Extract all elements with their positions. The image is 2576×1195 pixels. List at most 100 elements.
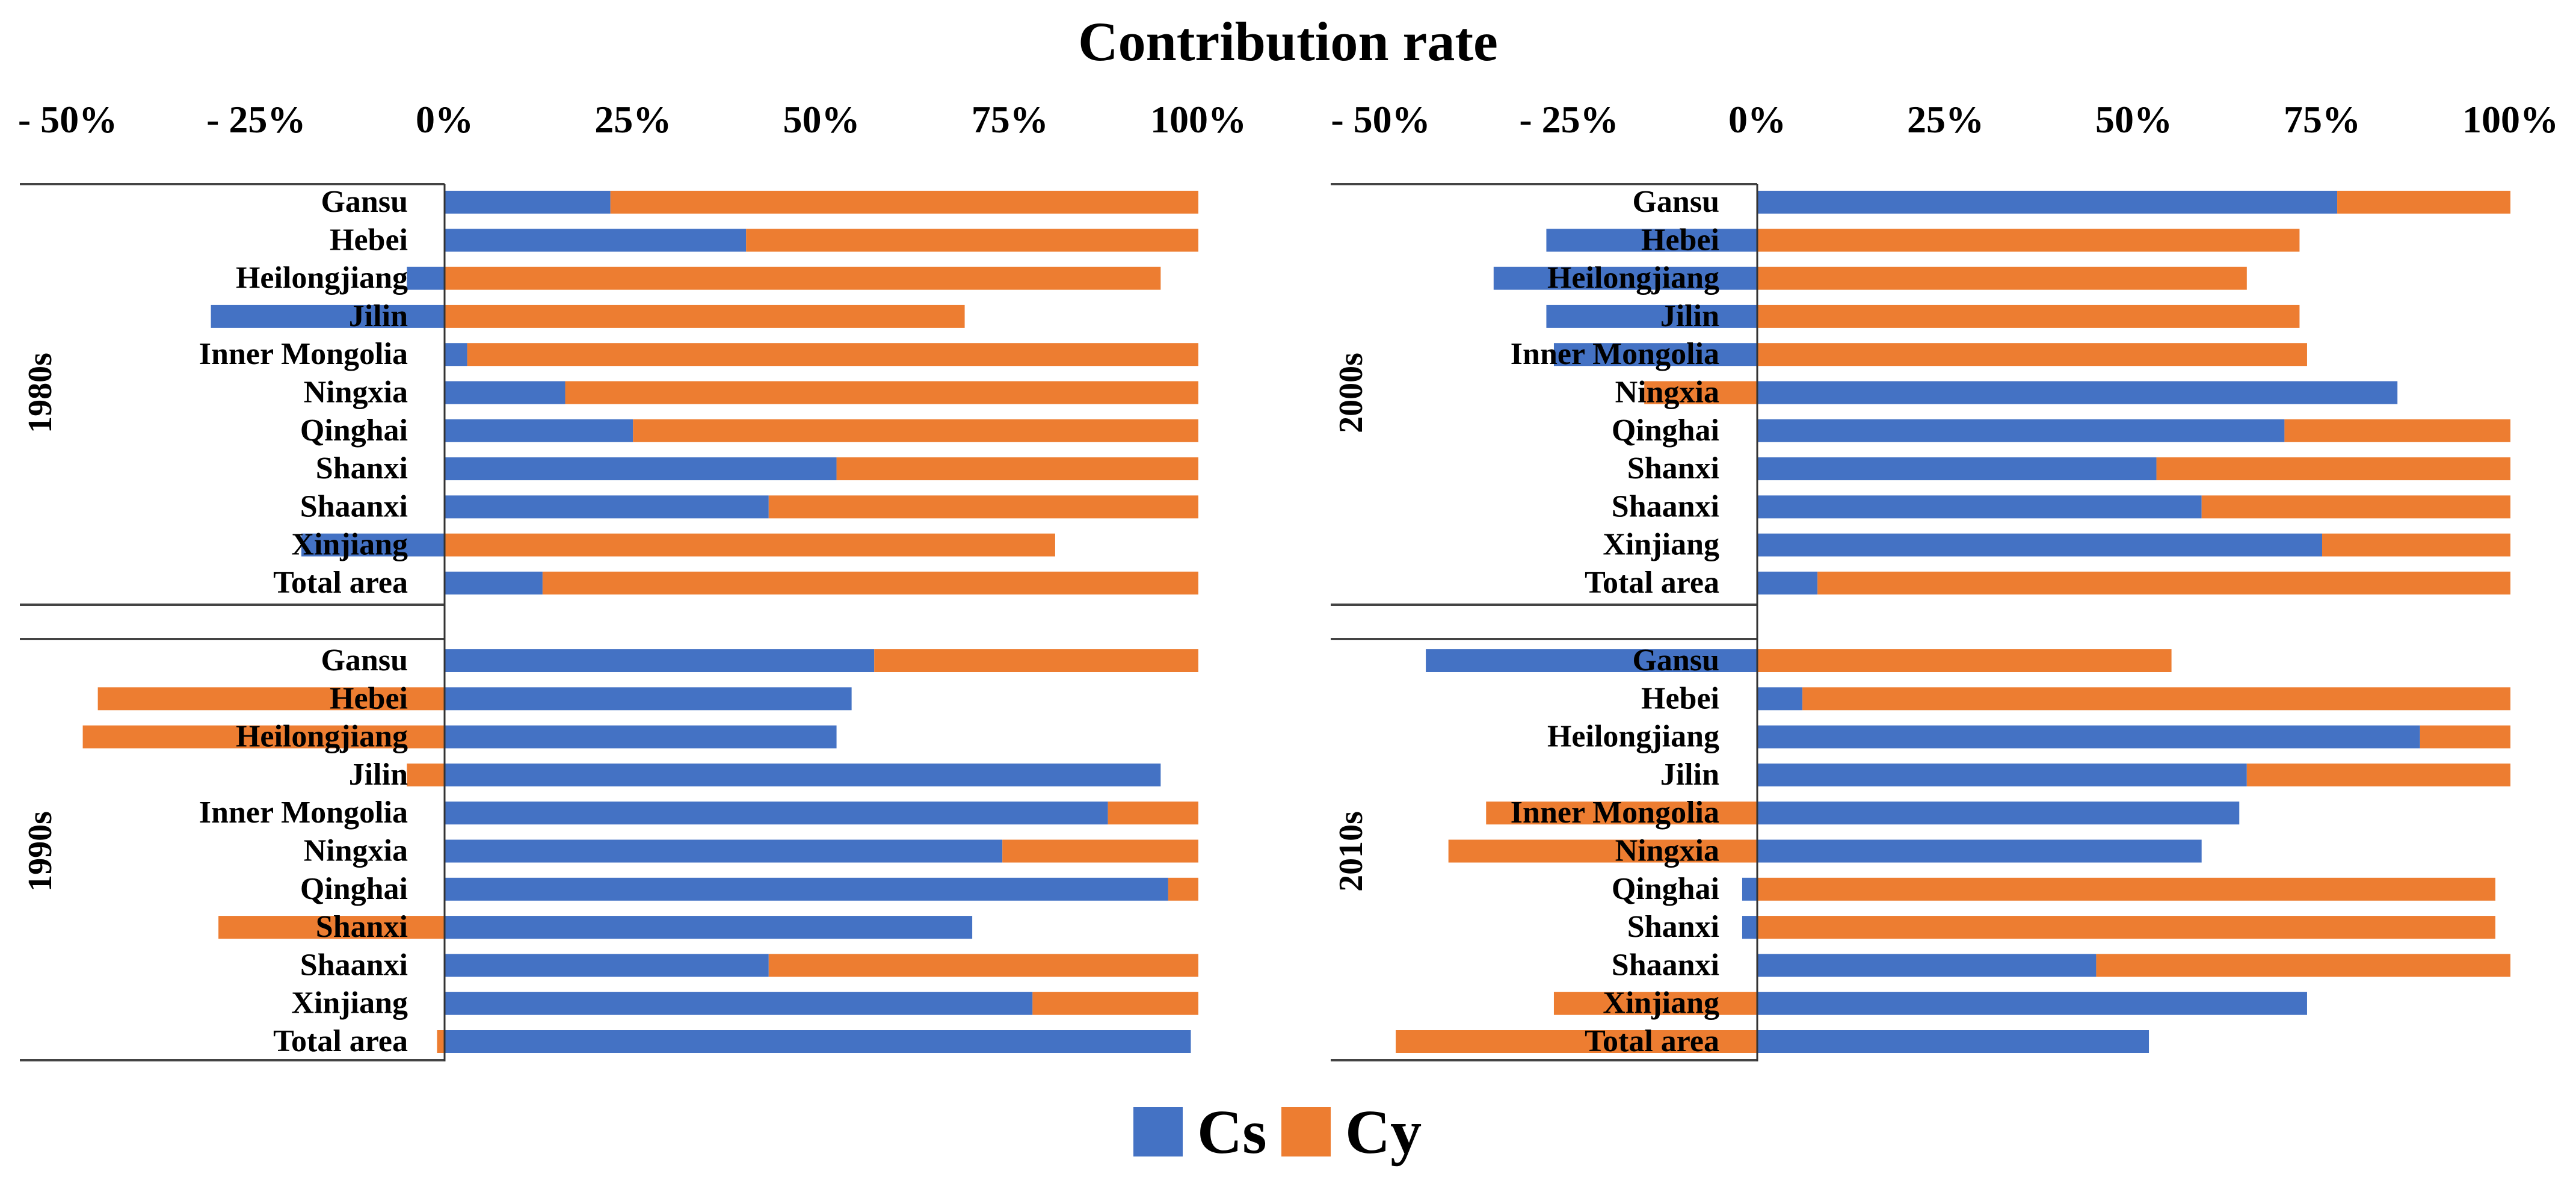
group-1980s: Gansu Hebei Heilongjiang Jilin Inner Mongoli… [22, 185, 1198, 600]
bar-cy-2000s-shanxi [2156, 457, 2510, 481]
bar-cy-1980s-jilin [445, 304, 965, 328]
x-tick-label: - 25% [206, 98, 306, 141]
bar-cs-1980s-gansu [445, 191, 611, 214]
bar-cy-1980s-shanxi [836, 457, 1198, 481]
category-label: Inner Mongolia [1511, 337, 1719, 371]
category-label: Xinjiang [1603, 986, 1719, 1021]
x-tick-label: 50% [783, 98, 860, 141]
category-label: Ningxia [1615, 834, 1719, 868]
bar-cs-2010s-shanxi [1742, 916, 1757, 939]
category-label: Heilongjiang [1547, 720, 1719, 754]
bar-cy-2000s-shaanxi [2201, 495, 2510, 519]
category-label: Qinghai [1612, 413, 1719, 448]
bar-cs-1980s-shanxi [445, 457, 837, 481]
bar-cy-2010s-ningxia [1448, 839, 1757, 863]
period-label: 1980s [22, 353, 59, 433]
category-label: Ningxia [304, 834, 408, 868]
category-label: Shaanxi [300, 489, 408, 523]
category-label: Shaanxi [1612, 489, 1719, 523]
bar-cy-2000s-gansu [2337, 191, 2510, 214]
bar-cs-2000s-xinjiang [1757, 533, 2322, 557]
bar-cy-1990s-total-area [437, 1030, 445, 1053]
bar-cy-2010s-heilongjiang [2420, 725, 2510, 749]
legend-label-cy: Cy [1345, 1098, 1422, 1167]
bar-cy-1980s-gansu [610, 191, 1198, 214]
bar-cs-1980s-inner-mongolia [445, 343, 467, 366]
category-label: Xinjiang [291, 528, 408, 562]
x-tick-label: 75% [2284, 98, 2361, 141]
bar-cs-1980s-total-area [445, 572, 543, 594]
category-label: Total area [273, 1024, 408, 1058]
bar-cy-1990s-shaanxi [768, 954, 1198, 977]
bar-cs-2000s-jilin [1546, 304, 1757, 328]
bar-cs-2010s-heilongjiang [1757, 725, 2420, 749]
bar-cs-1990s-heilongjiang [445, 725, 837, 749]
bar-cs-1990s-shanxi [445, 916, 973, 939]
bar-cy-2000s-qinghai [2284, 419, 2510, 442]
x-tick-label: 25% [594, 98, 671, 141]
bar-cs-2010s-inner-mongolia [1757, 801, 2240, 825]
category-label: Total area [273, 566, 408, 600]
bar-cs-2000s-inner-mongolia [1553, 343, 1757, 366]
category-label: Qinghai [300, 413, 408, 448]
bar-cy-1990s-heilongjiang [82, 725, 445, 749]
category-label: Xinjiang [291, 986, 408, 1021]
x-tick-label: - 50% [1331, 98, 1430, 141]
bar-cs-1980s-heilongjiang [407, 267, 445, 290]
category-label: Gansu [1632, 643, 1719, 678]
bar-cs-2000s-heilongjiang [1493, 267, 1757, 290]
category-label: Ningxia [304, 375, 408, 410]
bar-cs-1990s-jilin [445, 763, 1161, 786]
bar-cs-2000s-shaanxi [1757, 495, 2202, 519]
bar-cy-1990s-qinghai [1168, 877, 1198, 901]
bar-cs-2010s-qinghai [1742, 877, 1757, 901]
bar-cs-1990s-gansu [445, 649, 875, 672]
bar-cs-1980s-xinjiang [301, 533, 445, 557]
x-tick-label: - 50% [18, 98, 117, 141]
bar-cy-1980s-total-area [542, 572, 1198, 594]
category-label: Shaanxi [1612, 948, 1719, 982]
legend-swatch-cy [1281, 1107, 1331, 1156]
bar-cy-2010s-qinghai [1757, 877, 2495, 901]
bar-cy-2010s-inner-mongolia [1486, 801, 1757, 825]
bar-cs-1990s-xinjiang [445, 992, 1033, 1015]
bar-cy-1980s-shaanxi [768, 495, 1198, 519]
bar-cs-2010s-total-area [1757, 1030, 2149, 1053]
bar-cy-1990s-shanxi [218, 916, 445, 939]
bar-cy-2010s-shanxi [1757, 916, 2495, 939]
bar-cs-2000s-hebei [1546, 229, 1757, 252]
category-label: Qinghai [300, 872, 408, 906]
bar-cs-2000s-qinghai [1757, 419, 2285, 442]
category-label: Ningxia [1615, 375, 1719, 410]
category-label: Xinjiang [1603, 528, 1719, 562]
bar-cs-2010s-xinjiang [1757, 992, 2307, 1015]
category-label: Shanxi [316, 910, 408, 944]
bar-cy-2000s-hebei [1757, 229, 2300, 252]
category-label: Qinghai [1612, 872, 1719, 906]
x-tick-label: - 25% [1519, 98, 1618, 141]
category-label: Inner Mongolia [199, 795, 408, 830]
legend-label-cs: Cs [1197, 1098, 1267, 1167]
bar-cy-2010s-jilin [2246, 763, 2510, 786]
bar-cs-1980s-qinghai [445, 419, 633, 442]
bar-cs-2010s-gansu [1426, 649, 1757, 672]
category-label: Heilongjiang [1547, 261, 1719, 295]
category-label: Total area [1585, 566, 1719, 600]
category-label: Gansu [321, 643, 408, 678]
category-label: Hebei [1641, 681, 1719, 715]
bar-cy-1980s-ningxia [565, 381, 1198, 404]
x-tick-label: 75% [972, 98, 1049, 141]
category-label: Jilin [1660, 758, 1719, 792]
bar-cs-2000s-ningxia [1757, 381, 2398, 404]
bar-cs-1990s-ningxia [445, 839, 1003, 863]
chart-title: Contribution rate [1078, 11, 1498, 72]
bar-cy-1990s-jilin [407, 763, 445, 786]
bar-cs-2010s-shaanxi [1757, 954, 2097, 977]
category-label: Shanxi [1627, 451, 1719, 486]
legend: Cs Cy [1133, 1098, 1422, 1167]
bar-cs-1980s-hebei [445, 229, 747, 252]
bar-cy-2000s-xinjiang [2322, 533, 2510, 557]
